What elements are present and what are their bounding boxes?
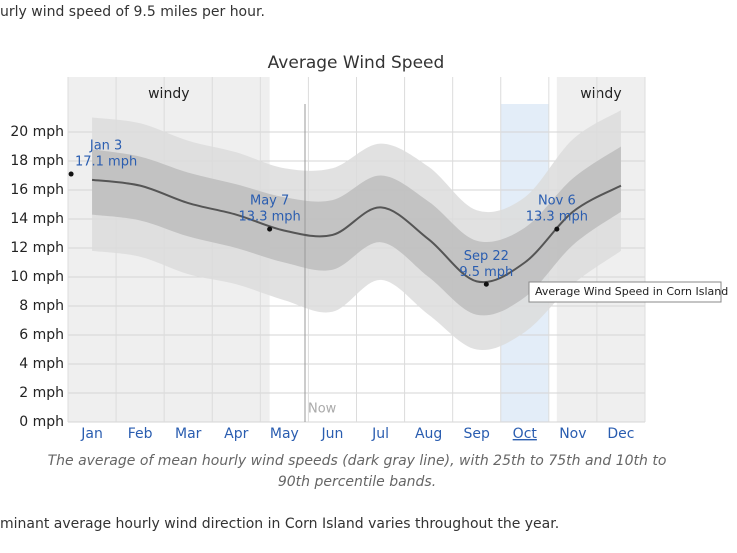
annotation-value: 13.3 mph (239, 210, 301, 225)
x-tick-label: Jan (80, 426, 103, 442)
outro-text: minant average hourly wind direction in … (0, 516, 559, 532)
y-tick-label: 18 mph (10, 153, 64, 169)
x-tick-label: Aug (415, 426, 442, 442)
caption: The average of mean hourly wind speeds (… (48, 453, 667, 469)
tooltip-box (528, 281, 722, 303)
y-tick-label: 10 mph (10, 269, 64, 285)
annotation-date: May 7 (250, 194, 289, 209)
caption: 90th percentile bands. (278, 474, 436, 490)
y-tick-label: 12 mph (10, 240, 64, 256)
x-tick-label: Feb (128, 426, 153, 442)
chart-title: Average Wind Speed (268, 53, 445, 73)
x-tick-label: Dec (607, 426, 634, 442)
annotation-point (483, 281, 489, 287)
annotation-value: 9.5 mph (459, 265, 513, 280)
y-tick-label: 20 mph (10, 124, 64, 140)
tooltip-text: Average Wind Speed in Corn Island (535, 285, 728, 298)
x-tick-label: May (270, 426, 299, 442)
intro-text: urly wind speed of 9.5 miles per hour. (0, 4, 265, 20)
annotation-date: Nov 6 (538, 194, 576, 209)
x-tick-label: Mar (175, 426, 202, 442)
x-tick-label: Jun (321, 426, 344, 442)
annotation-point (267, 226, 273, 232)
annotation-value: 17.1 mph (75, 155, 137, 170)
annotation-point (554, 226, 560, 232)
region-label: windy (148, 86, 189, 102)
y-tick-label: 16 mph (10, 182, 64, 198)
y-tick-label: 14 mph (10, 211, 64, 227)
annotation-value: 13.3 mph (526, 210, 588, 225)
y-tick-label: 8 mph (19, 298, 64, 314)
annotation-date: Sep 22 (464, 249, 509, 264)
annotation-point (68, 171, 74, 177)
y-tick-label: 4 mph (19, 356, 64, 372)
x-tick-label: Apr (224, 426, 248, 442)
annotation-date: Jan 3 (89, 139, 122, 154)
y-tick-label: 2 mph (19, 385, 64, 401)
y-tick-label: 6 mph (19, 327, 64, 343)
x-tick-label: Nov (559, 426, 586, 442)
x-tick-label: Jul (371, 426, 389, 442)
percentile-band (92, 146, 621, 316)
series-line (91, 178, 622, 284)
x-tick-label: Oct (513, 426, 538, 442)
y-tick-label: 0 mph (19, 414, 64, 430)
region-label: windy (580, 86, 621, 102)
now-label: Now (308, 402, 337, 417)
x-tick-label: Sep (464, 426, 491, 442)
